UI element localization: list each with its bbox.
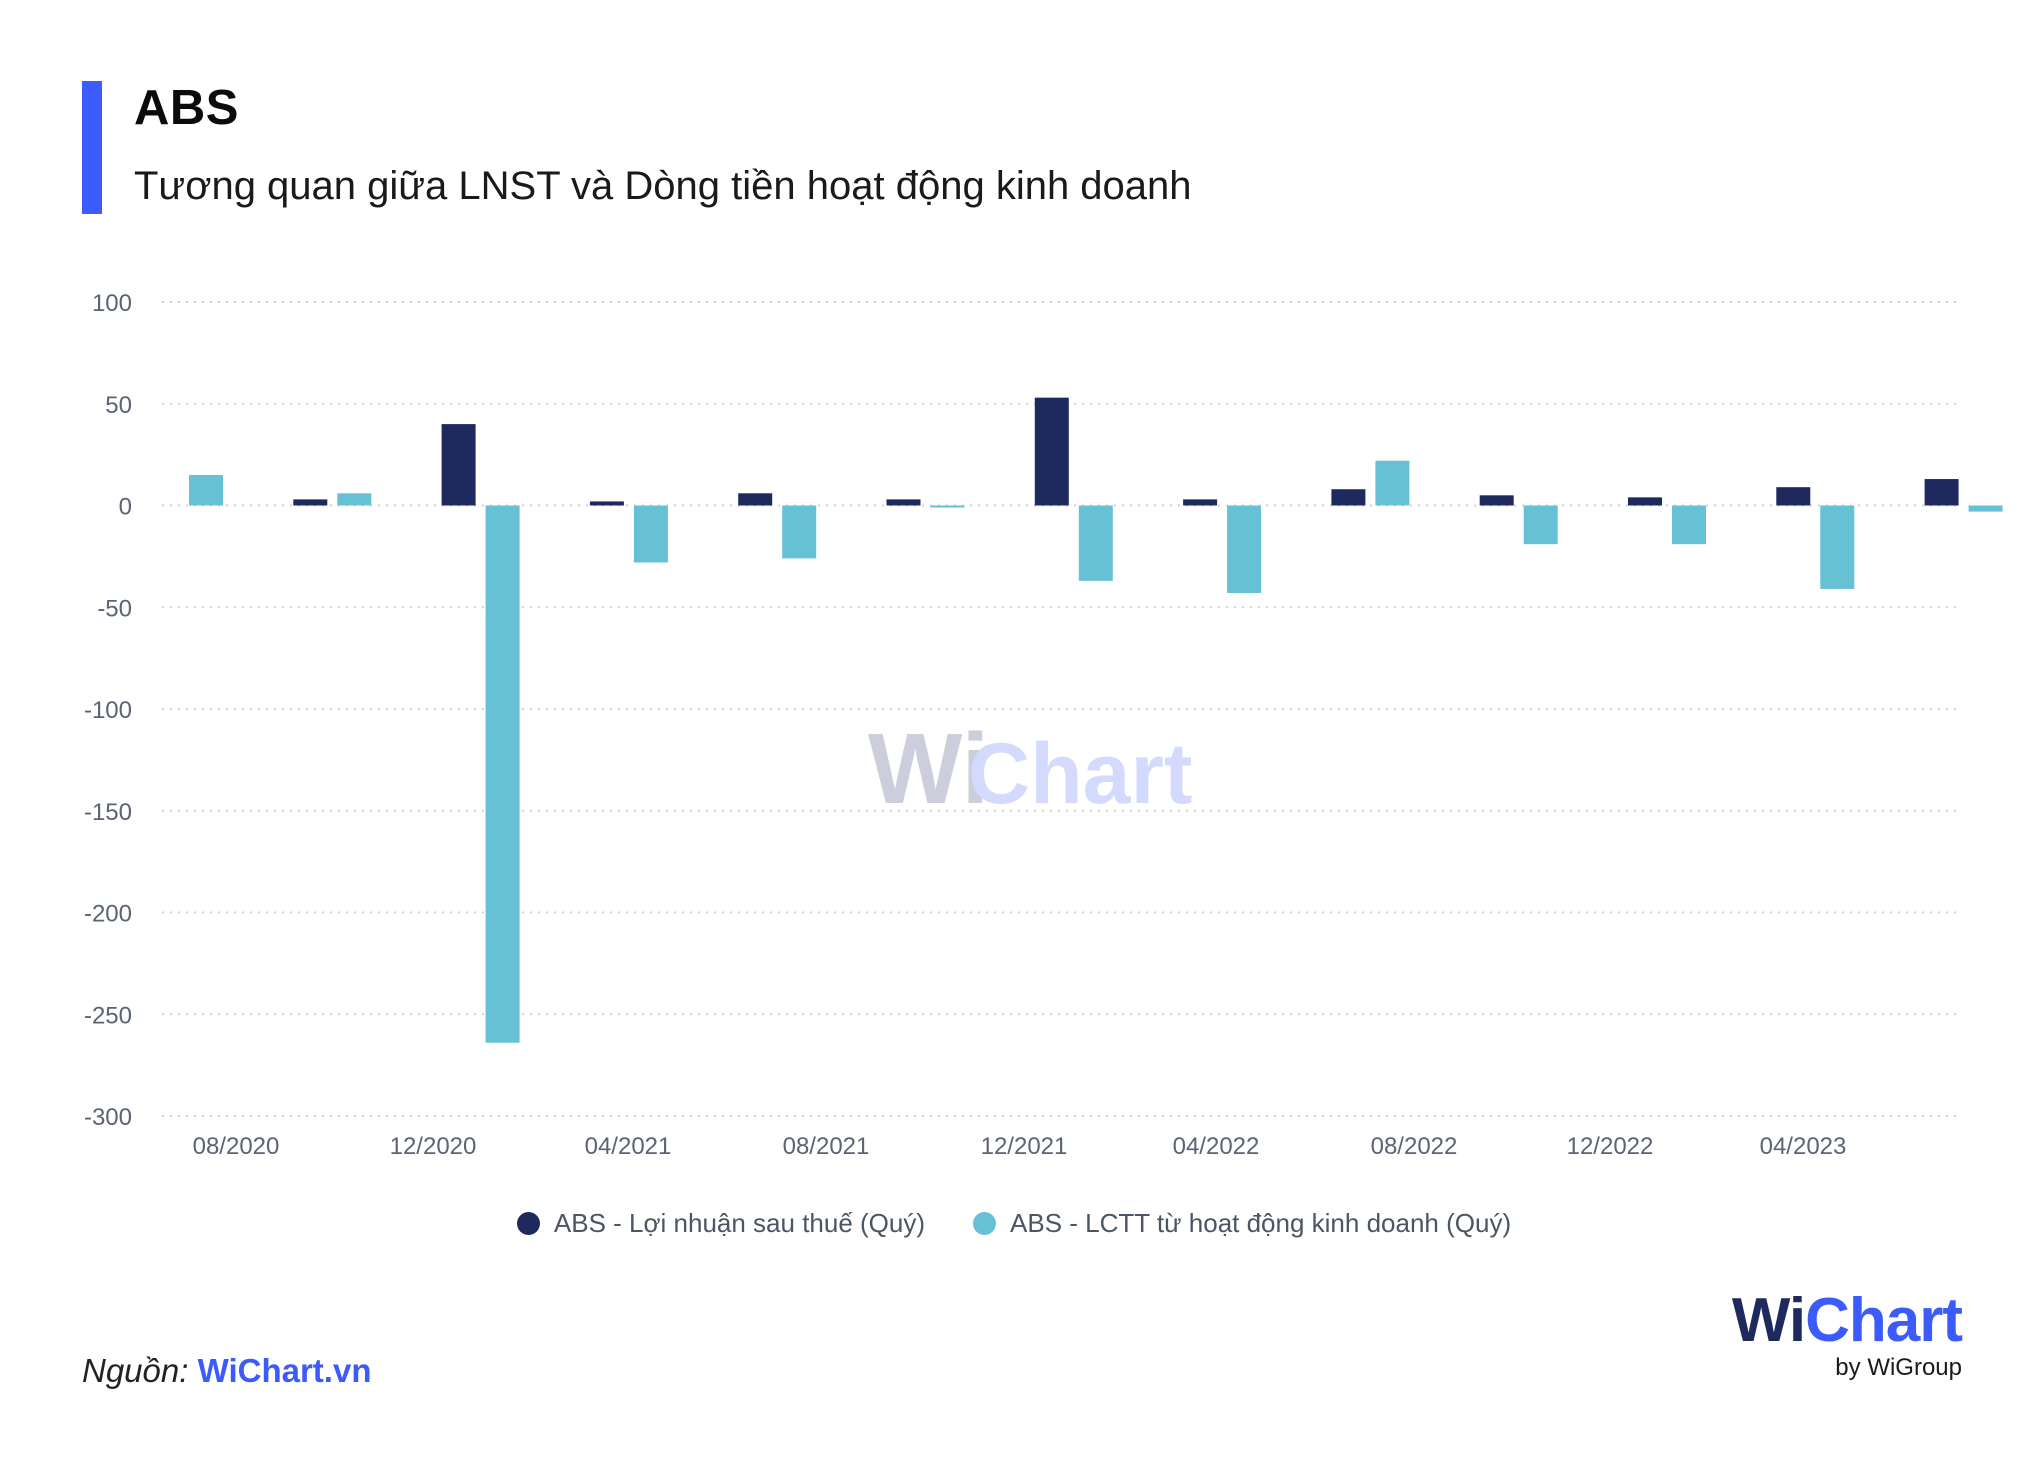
bar-lnst-06-2023[interactable] [1924, 479, 1959, 506]
bar-lctt-12-2020[interactable] [485, 505, 520, 1043]
bar-lctt-09-2022[interactable] [1523, 505, 1558, 545]
bar-lnst-08-2020[interactable] [293, 499, 328, 506]
watermark: Wi Chart [868, 713, 1193, 825]
x-tick-label: 08/2020 [193, 1133, 280, 1160]
x-tick-label: 12/2022 [1567, 1133, 1654, 1160]
watermark-chart: Chart [968, 726, 1193, 822]
x-tick-label: 08/2022 [1371, 1133, 1458, 1160]
title-accent-bar [82, 81, 102, 214]
bar-lnst-06-2021[interactable] [738, 493, 773, 506]
bar-lnst-03-2021[interactable] [589, 501, 624, 506]
x-tick-label: 12/2021 [981, 1133, 1068, 1160]
watermark-wi: Wi [868, 713, 989, 825]
bars [189, 397, 2003, 1043]
bar-lctt-06-2023[interactable] [1968, 505, 2003, 512]
bar-lctt-12-2022[interactable] [1672, 505, 1706, 545]
bar-lnst-03-2022[interactable] [1183, 499, 1218, 506]
x-tick-label: 04/2023 [1760, 1133, 1847, 1160]
logo-wi: Wi [1731, 1286, 1806, 1355]
bar-lnst-06-2022[interactable] [1331, 489, 1366, 506]
y-tick-label: 0 [119, 494, 132, 521]
legend-item-lnst[interactable]: ABS - Lợi nhuận sau thuế (Quý) [516, 1208, 926, 1239]
bar-lnst-09-2021[interactable] [886, 499, 921, 506]
bar-lctt-12-2021[interactable] [1078, 505, 1113, 581]
bar-lctt-09-2021[interactable] [930, 505, 965, 508]
bar-lnst-12-2022[interactable] [1628, 497, 1662, 506]
y-tick-label: 50 [105, 392, 132, 419]
y-tick-label: -200 [84, 901, 132, 928]
bar-lctt-03-2023[interactable] [1820, 505, 1855, 589]
bar-lnst-12-2020[interactable] [441, 424, 476, 506]
legend-dot-lnst [516, 1212, 540, 1235]
bar-chart: Wi Chart 100 50 0 -50 -100 -150 -200 -250 -300 0… [84, 290, 2003, 1160]
x-tick-label: 04/2022 [1173, 1133, 1260, 1160]
chart-subtitle: Tương quan giữa LNST và Dòng tiền hoạt đ… [134, 164, 1192, 208]
legend-item-lctt[interactable]: ABS - LCTT từ hoạt động kinh doanh (Quý) [973, 1208, 1511, 1239]
bar-lctt-05-2020[interactable] [189, 474, 223, 506]
logo-byline: by WiGroup [1835, 1354, 1962, 1381]
wichart-logo: WiChart by WiGroup [1732, 1290, 1963, 1382]
legend-label-lnst: ABS - Lợi nhuận sau thuế (Quý) [553, 1208, 926, 1238]
bar-lctt-08-2020[interactable] [337, 493, 372, 506]
bar-lctt-03-2022[interactable] [1227, 505, 1262, 594]
legend-dot-lctt [973, 1212, 997, 1235]
bar-lnst-09-2022[interactable] [1479, 495, 1514, 506]
bar-lctt-06-2021[interactable] [782, 505, 817, 559]
x-tick-label: 04/2021 [585, 1133, 672, 1160]
y-axis-ticks: 100 50 0 -50 -100 -150 -200 -250 -300 [84, 290, 132, 1131]
y-tick-label: -100 [84, 697, 132, 724]
x-tick-label: 12/2020 [390, 1133, 477, 1160]
x-tick-label: 08/2021 [783, 1133, 870, 1160]
bar-lnst-12-2021[interactable] [1034, 397, 1069, 506]
x-axis-ticks: 08/2020 12/2020 04/2021 08/2021 12/2021 04/20… [193, 1133, 1847, 1160]
source-note: Nguồn: WiChart.vn [82, 1352, 371, 1390]
source-label: Nguồn: [82, 1352, 189, 1389]
y-tick-label: -150 [84, 799, 132, 826]
source-link[interactable]: WiChart.vn [197, 1352, 372, 1389]
y-tick-label: -250 [84, 1002, 132, 1029]
chart-title: ABS [134, 81, 239, 135]
bar-lctt-03-2021[interactable] [633, 505, 668, 563]
logo-chart: Chart [1805, 1286, 1963, 1355]
bar-lnst-03-2023[interactable] [1776, 487, 1811, 506]
y-tick-label: -300 [84, 1104, 132, 1131]
legend-label-lctt: ABS - LCTT từ hoạt động kinh doanh (Quý) [1010, 1208, 1512, 1238]
bar-lctt-06-2022[interactable] [1375, 460, 1410, 506]
legend: ABS - Lợi nhuận sau thuế (Quý) ABS - LCT… [0, 1208, 2028, 1239]
y-tick-label: -50 [97, 595, 132, 622]
y-tick-label: 100 [92, 290, 132, 317]
